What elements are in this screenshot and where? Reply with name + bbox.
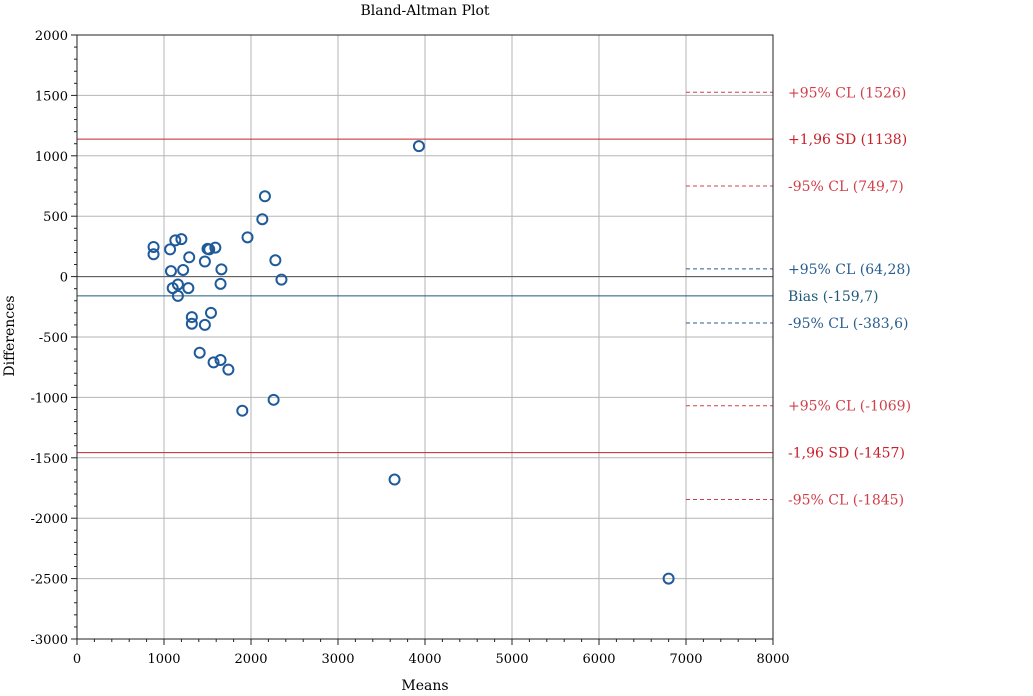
data-point — [275, 273, 288, 286]
data-point — [241, 231, 254, 244]
x-tick-label: 3000 — [321, 652, 354, 667]
data-point — [147, 248, 160, 261]
x-axis-label: Means — [401, 678, 448, 694]
y-tick-label: 1000 — [35, 150, 68, 165]
data-point — [185, 311, 198, 324]
data-point — [214, 353, 227, 366]
reference-line-label: Bias (-159,7) — [788, 289, 878, 305]
reference-line-label: -95% CL (-383,6) — [788, 316, 909, 332]
reference-line-label: +95% CL (64,28) — [788, 262, 911, 278]
data-point — [177, 263, 190, 276]
data-point — [222, 363, 235, 376]
y-tick-label: 500 — [43, 210, 68, 225]
data-point — [256, 213, 269, 226]
x-tick-label: 1000 — [147, 652, 180, 667]
data-point — [388, 473, 401, 486]
data-point — [147, 241, 160, 254]
reference-line-label: +95% CL (1526) — [788, 85, 906, 101]
data-point — [209, 241, 222, 254]
data-point — [203, 243, 216, 256]
y-tick-label: 1500 — [35, 89, 68, 104]
data-point — [258, 190, 271, 203]
data-point — [236, 404, 249, 417]
reference-line-label: +95% CL (-1069) — [788, 399, 911, 415]
x-tick-label: 2000 — [234, 652, 267, 667]
data-point — [171, 278, 184, 291]
data-point — [267, 393, 280, 406]
data-point — [164, 243, 177, 256]
reference-line-label: -95% CL (749,7) — [788, 179, 904, 195]
data-point — [662, 572, 675, 585]
data-point — [198, 318, 211, 331]
data-point — [164, 265, 177, 278]
axis-ticks: 0 1000 2000 3000 4000 5000 6000 7000 8000-3000-2… — [31, 29, 790, 667]
data-point — [171, 289, 184, 302]
data-point — [412, 140, 425, 153]
x-tick-label: 5000 — [495, 652, 528, 667]
y-tick-label: -1000 — [31, 391, 68, 406]
x-tick-label: 7000 — [669, 652, 702, 667]
grid-lines — [77, 35, 773, 639]
x-tick-label: 4000 — [408, 652, 441, 667]
y-axis-label: Differences — [2, 295, 18, 376]
data-point — [175, 233, 188, 246]
y-tick-label: -500 — [39, 331, 68, 346]
x-tick-label: 6000 — [582, 652, 615, 667]
y-tick-label: -3000 — [31, 633, 68, 648]
y-tick-label: 0 — [60, 271, 68, 286]
data-point — [269, 254, 282, 267]
data-point — [204, 306, 217, 319]
y-tick-label: -2500 — [31, 573, 68, 588]
data-point — [185, 317, 198, 330]
y-tick-label: -2000 — [31, 512, 68, 527]
data-point — [183, 251, 196, 264]
x-tick-label: 0 — [73, 652, 81, 667]
data-point — [169, 234, 182, 247]
reference-labels: +1,96 SD (1138) -1,96 SD (-1457) Bias (-15… — [788, 85, 911, 508]
data-points — [147, 140, 675, 585]
reference-line-label: -1,96 SD (-1457) — [788, 446, 905, 462]
data-point — [215, 263, 228, 276]
data-point — [214, 277, 227, 290]
data-point — [207, 356, 220, 369]
data-point — [198, 255, 211, 268]
reference-line-label: +1,96 SD (1138) — [788, 132, 907, 148]
reference-line-label: -95% CL (-1845) — [788, 492, 904, 508]
y-tick-label: 2000 — [35, 29, 68, 44]
data-point — [182, 282, 195, 295]
y-tick-label: -1500 — [31, 452, 68, 467]
x-tick-label: 8000 — [756, 652, 789, 667]
chart-title: Bland-Altman Plot — [360, 3, 489, 19]
reference-lines — [77, 91, 773, 500]
data-point — [193, 346, 206, 359]
